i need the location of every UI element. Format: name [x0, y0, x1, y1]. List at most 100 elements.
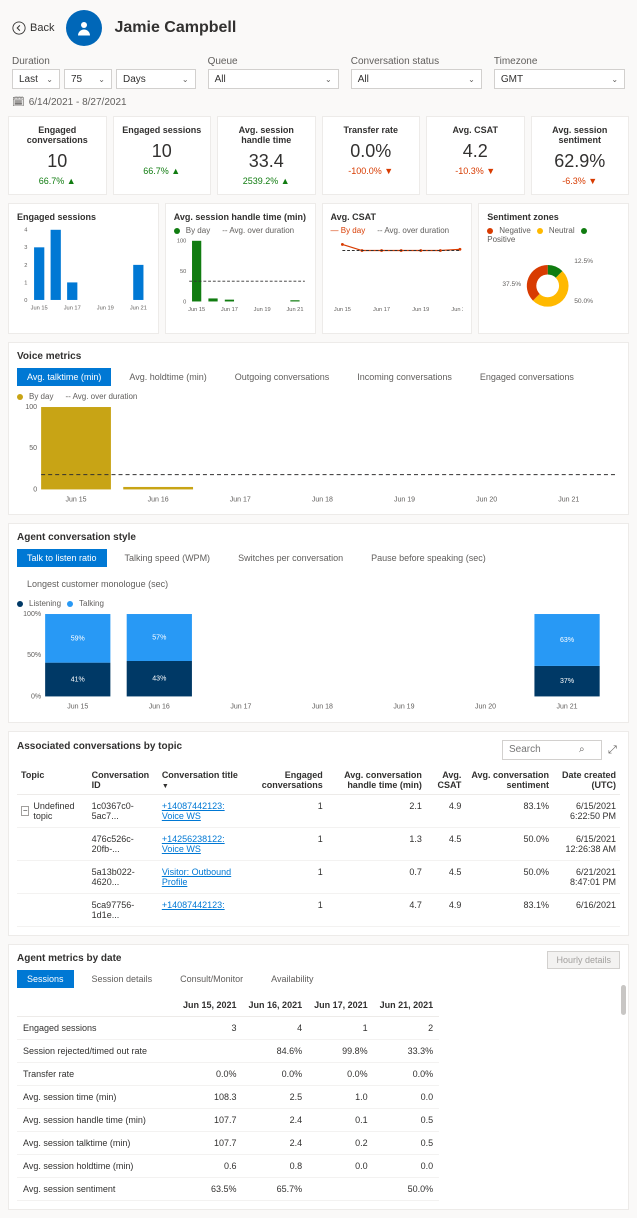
kpi-value: 0.0% — [329, 141, 414, 162]
topics-table: TopicConversation IDConversation title▼E… — [17, 766, 620, 927]
kpi-value: 10 — [120, 141, 205, 162]
kpi-card: Transfer rate 0.0% -100.0% ▼ — [322, 116, 421, 195]
tab[interactable]: Consult/Monitor — [170, 970, 253, 988]
kpi-delta: 66.7% ▲ — [15, 176, 100, 186]
column-header[interactable]: Avg. CSAT — [426, 766, 466, 795]
search-input[interactable] — [509, 744, 579, 755]
status-select[interactable]: All⌄ — [351, 69, 482, 89]
page-header: Back Jamie Campbell — [0, 0, 637, 56]
svg-text:100: 100 — [25, 404, 37, 411]
tab[interactable]: Longest customer monologue (sec) — [17, 575, 178, 593]
column-header[interactable]: Topic — [17, 766, 88, 795]
table-row: Avg. session talktime (min)107.72.40.20.… — [17, 1131, 439, 1154]
table-row: −Undefined topic1c0367c0-5ac7...+1408744… — [17, 794, 620, 827]
table-row: Transfer rate0.0%0.0%0.0%0.0% — [17, 1062, 439, 1085]
back-button[interactable]: Back — [12, 21, 54, 35]
engaged-sessions-chart: Engaged sessions 01234Jun 15Jun 17Jun 19… — [8, 203, 159, 334]
expand-icon[interactable]: − — [21, 806, 29, 816]
chevron-down-icon: ⌄ — [611, 75, 618, 84]
duration-value-select[interactable]: 75⌄ — [64, 69, 112, 89]
svg-text:Jun 18: Jun 18 — [312, 704, 333, 711]
column-header[interactable]: Engaged conversations — [243, 766, 326, 795]
column-header: Jun 15, 2021 — [177, 994, 243, 1017]
svg-text:1: 1 — [24, 280, 27, 286]
column-header[interactable]: Date created (UTC) — [553, 766, 620, 795]
conversation-link[interactable]: +14256238122: Voice WS — [162, 834, 225, 854]
svg-text:Jun 19: Jun 19 — [412, 307, 429, 313]
svg-text:Jun 17: Jun 17 — [221, 307, 238, 313]
timezone-select[interactable]: GMT⌄ — [494, 69, 625, 89]
popout-icon[interactable]: ⤢ — [608, 744, 620, 756]
kpi-value: 33.4 — [224, 151, 309, 172]
tab[interactable]: Session details — [82, 970, 163, 988]
tab[interactable]: Talk to listen ratio — [17, 549, 107, 567]
conversation-link[interactable]: +14087442123: Voice WS — [162, 801, 225, 821]
duration-unit-select[interactable]: Days⌄ — [116, 69, 196, 89]
column-header: Jun 17, 2021 — [308, 994, 374, 1017]
svg-text:50: 50 — [180, 269, 186, 275]
search-icon: ⌕ — [579, 744, 585, 755]
table-row: Avg. session handle time (min)107.72.40.… — [17, 1108, 439, 1131]
tab[interactable]: Switches per conversation — [228, 549, 353, 567]
tab[interactable]: Pause before speaking (sec) — [361, 549, 496, 567]
svg-text:Jun 15: Jun 15 — [188, 307, 205, 313]
kpi-label: Avg. session sentiment — [538, 125, 623, 145]
queue-select[interactable]: All⌄ — [208, 69, 339, 89]
svg-text:0: 0 — [33, 486, 37, 493]
svg-text:37.5%: 37.5% — [503, 281, 522, 288]
kpi-value: 62.9% — [538, 151, 623, 172]
svg-text:Jun 19: Jun 19 — [394, 496, 415, 503]
svg-text:0: 0 — [183, 299, 186, 305]
tab[interactable]: Outgoing conversations — [225, 368, 340, 386]
date-range: 🗓 6/14/2021 - 8/27/2021 — [0, 95, 637, 116]
column-header[interactable]: Avg. conversation handle time (min) — [327, 766, 426, 795]
kpi-card: Engaged conversations 10 66.7% ▲ — [8, 116, 107, 195]
svg-text:Jun 15: Jun 15 — [65, 496, 86, 503]
scrollbar[interactable] — [621, 985, 626, 1201]
kpi-label: Engaged conversations — [15, 125, 100, 145]
status-label: Conversation status — [351, 56, 482, 67]
svg-text:59%: 59% — [71, 636, 85, 643]
svg-text:100%: 100% — [23, 611, 41, 618]
duration-period-select[interactable]: Last⌄ — [12, 69, 60, 89]
kpi-card: Avg. session handle time 33.4 2539.2% ▲ — [217, 116, 316, 195]
kpi-delta: -6.3% ▼ — [538, 176, 623, 186]
kpi-label: Transfer rate — [329, 125, 414, 135]
column-header[interactable]: Avg. conversation sentiment — [465, 766, 553, 795]
svg-text:Jun 21: Jun 21 — [558, 496, 579, 503]
hourly-details-button[interactable]: Hourly details — [547, 951, 620, 969]
duration-label: Duration — [12, 56, 196, 67]
tab[interactable]: Engaged conversations — [470, 368, 584, 386]
tab[interactable]: Sessions — [17, 970, 74, 988]
column-header[interactable]: Conversation ID — [88, 766, 158, 795]
conversation-link[interactable]: Visitor: Outbound Profile — [162, 867, 231, 887]
chevron-down-icon: ⌄ — [46, 75, 53, 84]
kpi-card: Engaged sessions 10 66.7% ▲ — [113, 116, 212, 195]
table-row: 5ca97756-1d1e...+14087442123:14.74.983.1… — [17, 893, 620, 926]
svg-text:Jun 20: Jun 20 — [475, 704, 496, 711]
svg-text:Jun 21: Jun 21 — [286, 307, 303, 313]
csat-chart: Avg. CSAT — By day-- Avg. over duration … — [322, 203, 473, 334]
topics-panel: Associated conversations by topic ⌕ ⤢ To… — [8, 731, 629, 936]
search-box[interactable]: ⌕ — [502, 740, 602, 760]
avatar — [66, 10, 102, 46]
tab[interactable]: Incoming conversations — [347, 368, 462, 386]
kpi-delta: 2539.2% ▲ — [224, 176, 309, 186]
handle-time-chart: Avg. session handle time (min) By day-- … — [165, 203, 316, 334]
svg-text:12.5%: 12.5% — [574, 258, 593, 265]
voice-tabs: Avg. talktime (min) Avg. holdtime (min) Ou… — [17, 368, 620, 386]
person-icon — [75, 19, 93, 37]
kpi-delta: -10.3% ▼ — [433, 166, 518, 176]
svg-text:Jun 19: Jun 19 — [393, 704, 414, 711]
conversation-link[interactable]: +14087442123: — [162, 900, 225, 910]
tab[interactable]: Avg. holdtime (min) — [119, 368, 216, 386]
filter-bar: Duration Last⌄ 75⌄ Days⌄ Queue All⌄ Conv… — [0, 56, 637, 95]
tab[interactable]: Avg. talktime (min) — [17, 368, 111, 386]
column-header: Jun 16, 2021 — [243, 994, 309, 1017]
table-row: Avg. session sentiment63.5%65.7%50.0% — [17, 1177, 439, 1200]
svg-text:Jun 16: Jun 16 — [148, 496, 169, 503]
tab[interactable]: Availability — [261, 970, 323, 988]
svg-text:Jun 17: Jun 17 — [230, 496, 251, 503]
tab[interactable]: Talking speed (WPM) — [115, 549, 221, 567]
column-header[interactable]: Conversation title▼ — [158, 766, 244, 795]
